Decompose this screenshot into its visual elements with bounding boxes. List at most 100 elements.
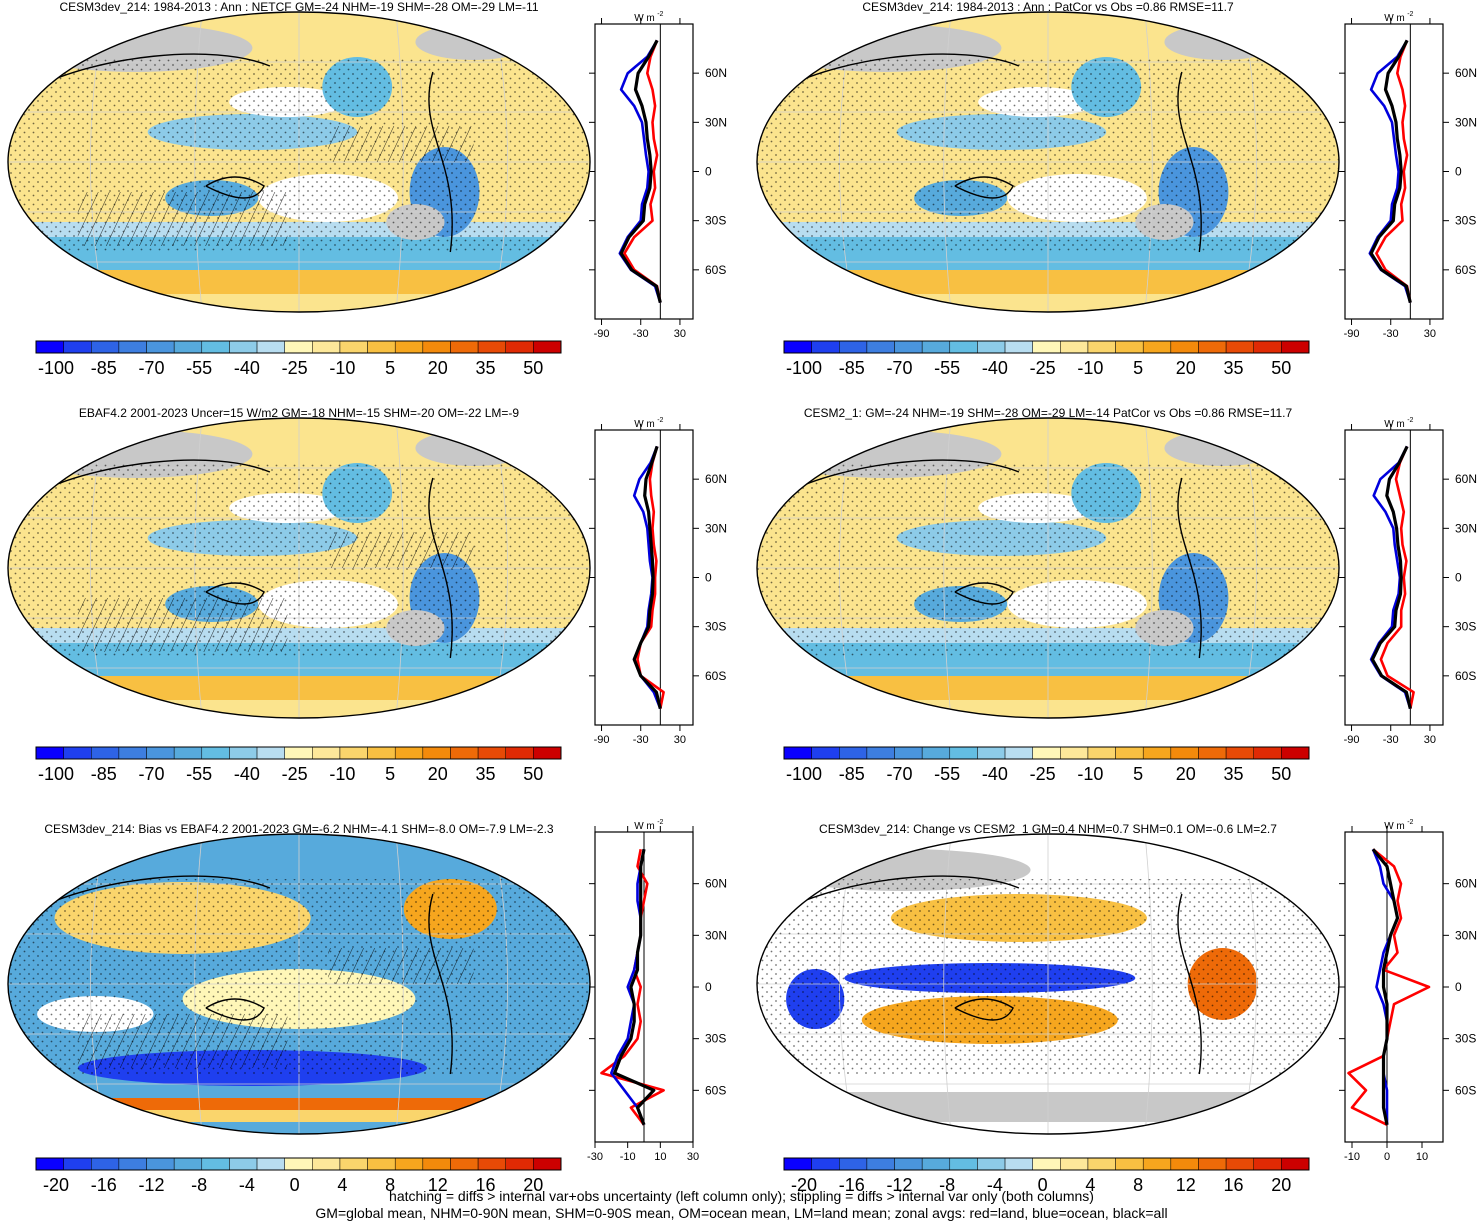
colorbar-cell [339, 746, 368, 760]
footer-note-hatching: hatching = diffs > internal var+obs unce… [389, 1188, 1094, 1204]
colorbar-cell [477, 340, 506, 354]
colorbar-cell [1032, 340, 1061, 354]
zonal-ytick-label: 30S [705, 1032, 726, 1046]
colorbar-cell [422, 746, 451, 760]
colorbar-cell [63, 1157, 92, 1171]
panel-2: CESM3dev_214: 1984-2013 : Ann : PatCor v… [756, 0, 1477, 378]
map-field [757, 418, 1339, 718]
colorbar-cell [1198, 340, 1227, 354]
colorbar-cell [312, 746, 341, 760]
colorbar-tick-label: -10 [329, 764, 355, 784]
colorbar-tick-label: -25 [282, 358, 308, 378]
colorbar-cell [146, 1157, 175, 1171]
colorbar-tick-label: -20 [43, 1175, 69, 1195]
zonal-units-label: W m [1384, 821, 1405, 832]
zonal-xtick-label: -90 [1344, 734, 1360, 746]
map-outline [756, 11, 1340, 313]
hatching-overlay [328, 532, 474, 568]
americas-coastline [428, 893, 453, 1075]
zonal-series-red [1379, 445, 1415, 709]
zonal-ytick-label: 60S [705, 1083, 726, 1097]
colorbar-cell [866, 340, 895, 354]
colorbar-cell [1198, 1157, 1227, 1171]
colorbar-cell [1087, 746, 1116, 760]
colorbar-cell [422, 340, 451, 354]
australia-coastline [205, 998, 265, 1021]
colorbar-cell [839, 746, 868, 760]
colorbar-tick-label: -85 [839, 358, 865, 378]
zonal-xtick-label: -30 [1383, 328, 1399, 340]
zonal-xtick-label: 10 [654, 1151, 666, 1163]
zonal-units-superscript: -2 [657, 11, 663, 18]
zonal-xtick-label: -30 [1383, 734, 1399, 746]
zonal-ytick-label: 60N [1455, 66, 1477, 80]
map-outline [756, 417, 1340, 719]
hatching-overlay [77, 598, 288, 652]
zonal-xtick-label: 30 [1424, 734, 1436, 746]
colorbar-cell [63, 340, 92, 354]
colorbar-cell [367, 746, 396, 760]
colorbar-tick-label: -8 [939, 1175, 955, 1195]
colorbar-cell [1142, 746, 1172, 760]
colorbar-tick-label: 20 [523, 1175, 543, 1195]
colorbar-tick-label: -40 [234, 764, 260, 784]
colorbar-tick-label: 35 [1224, 764, 1244, 784]
colorbar-cell [35, 746, 64, 760]
stippling-overlay [757, 879, 1339, 1074]
hatching-overlay [328, 126, 474, 162]
colorbar-cell [533, 1157, 562, 1171]
colorbar-tick-label: -25 [1030, 764, 1056, 784]
colorbar-tick-label: -55 [186, 764, 212, 784]
colorbar-cell [505, 746, 534, 760]
colorbar-cell [1004, 1157, 1033, 1171]
panel-1: CESM3dev_214: 1984-2013 : Ann : NETCF GM… [7, 0, 727, 378]
zonal-series-black [1370, 445, 1412, 709]
colorbar-tick-label: 5 [1133, 764, 1143, 784]
colorbar-cell [811, 1157, 840, 1171]
colorbar-tick-label: -100 [786, 764, 822, 784]
colorbar-cell [367, 340, 396, 354]
colorbar-cell [1032, 746, 1061, 760]
colorbar-tick-label: -12 [886, 1175, 912, 1195]
colorbar-tick-label: 5 [1133, 358, 1143, 378]
colorbar-tick-label: 8 [1133, 1175, 1143, 1195]
colorbar-cell [977, 746, 1006, 760]
zonal-units-label: W m [634, 13, 655, 24]
colorbar-cell [949, 340, 978, 354]
zonal-xtick-label: -10 [620, 1151, 636, 1163]
colorbar-cell [312, 1157, 341, 1171]
americas-coastline [1177, 477, 1202, 659]
colorbar-cell [1170, 1157, 1199, 1171]
colorbar-cell [1225, 1157, 1254, 1171]
colorbar-frame [783, 746, 1310, 760]
zonal-units-superscript: -2 [657, 417, 663, 424]
colorbar-cell [1198, 746, 1227, 760]
zonal-ytick-label: 30S [1455, 620, 1476, 634]
zonal-ytick-label: 30N [1455, 521, 1477, 535]
map-outline [7, 833, 591, 1135]
panel-title: EBAF4.2 2001-2023 Uncer=15 W/m2 GM=-18 N… [79, 406, 520, 420]
colorbar-cell [284, 340, 313, 354]
hatching-overlay [77, 192, 288, 246]
colorbar-cell [1115, 746, 1144, 760]
zonal-plot-frame [594, 429, 694, 726]
colorbar-cell [229, 746, 258, 760]
zonal-series-black [632, 445, 662, 709]
colorbar-tick-label: 50 [1271, 764, 1291, 784]
americas-coastline [428, 477, 453, 659]
colorbar-tick-label: -25 [282, 764, 308, 784]
zonal-ytick-label: 60N [1455, 877, 1477, 891]
zonal-plot-frame [594, 23, 694, 320]
colorbar-tick-label: 50 [1271, 358, 1291, 378]
zonal-ytick-label: 0 [1455, 980, 1462, 994]
map-field [8, 834, 590, 1134]
colorbar-cell [91, 1157, 120, 1171]
colorbar-tick-label: 35 [476, 358, 496, 378]
colorbar-cell [477, 1157, 506, 1171]
zonal-ytick-label: 30S [705, 214, 726, 228]
colorbar-tick-label: -70 [138, 764, 164, 784]
colorbar-cell [1142, 1157, 1172, 1171]
zonal-ytick-label: 30S [1455, 1032, 1476, 1046]
colorbar-tick-label: 50 [523, 358, 543, 378]
eurasia-coastline [785, 459, 1020, 494]
